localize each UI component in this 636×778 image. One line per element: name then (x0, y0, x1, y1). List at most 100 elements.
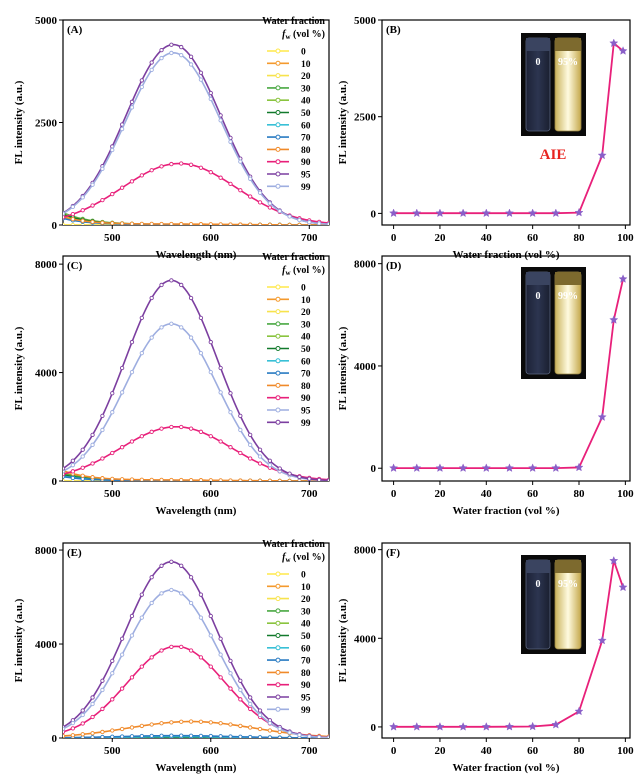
data-point-star (574, 462, 584, 472)
data-point (149, 295, 154, 301)
data-point (110, 450, 115, 456)
data-point (129, 613, 135, 619)
panel-label: (F) (386, 547, 400, 559)
data-point (208, 369, 213, 375)
legend-swatch-marker (275, 370, 281, 376)
data-point (100, 427, 105, 433)
legend-label: 30 (301, 84, 311, 94)
legend-item: 80 (267, 669, 311, 679)
data-point (267, 478, 273, 481)
data-point (110, 221, 115, 225)
data-point (188, 62, 194, 67)
data-point (257, 708, 263, 713)
data-point (257, 447, 263, 452)
data-point (228, 445, 233, 450)
data-point (218, 636, 223, 641)
data-point-star (551, 463, 561, 472)
x-tick-label: 500 (104, 745, 121, 757)
legend-label: 30 (301, 320, 311, 330)
data-point (90, 432, 95, 437)
y-axis-title: FL intensity (a.u.) (13, 326, 25, 410)
legend-label: 10 (301, 60, 311, 70)
legend-swatch-marker (275, 48, 281, 54)
data-point (149, 477, 154, 481)
x-axis-title: Water fraction (vol %) (452, 762, 559, 774)
data-point (208, 613, 213, 619)
x-tick-label: 500 (104, 488, 121, 500)
data-point (110, 410, 115, 415)
data-point (228, 686, 233, 691)
legend-subtitle: fw (vol %) (282, 29, 325, 41)
vial-label-right: 95% (558, 57, 578, 68)
data-point (188, 162, 194, 167)
data-point (326, 222, 329, 225)
legend-label: 20 (301, 595, 311, 605)
legend-item: 50 (267, 632, 311, 642)
legend-item: 99 (267, 706, 311, 716)
data-point (139, 592, 144, 597)
legend-subtitle-sub: w (285, 33, 291, 41)
data-point (80, 447, 85, 452)
x-tick-label: 80 (574, 488, 586, 500)
data-point (267, 222, 273, 225)
data-point (179, 161, 184, 166)
data-point (248, 194, 253, 199)
legend-subtitle-unit: (vol %) (291, 29, 325, 40)
x-axis-title: Wavelength (nm) (156, 762, 237, 774)
data-point (159, 221, 164, 225)
legend-item: 99 (267, 419, 311, 429)
data-point (248, 456, 253, 461)
legend-item: 80 (267, 382, 311, 392)
legend-swatch-marker (275, 333, 281, 339)
data-point (63, 222, 66, 225)
data-point (63, 729, 66, 734)
y-tick-label: 4000 (354, 361, 377, 373)
data-point (119, 185, 125, 190)
glowing-vial-cap (555, 38, 581, 51)
data-point (267, 463, 273, 468)
data-point (169, 424, 174, 430)
x-tick-label: 20 (434, 488, 446, 500)
data-point (208, 733, 213, 738)
glowing-vial-cap (555, 560, 581, 573)
legend-item: 90 (267, 158, 311, 168)
data-point (198, 350, 204, 356)
data-point (228, 391, 233, 396)
x-tick-label: 100 (617, 232, 634, 244)
data-point (248, 725, 253, 730)
data-point (90, 731, 95, 736)
legend-item: 20 (267, 72, 311, 82)
data-point (277, 726, 282, 731)
data-point (248, 701, 253, 707)
data-point (238, 413, 243, 419)
dark-vial-cap (526, 272, 550, 285)
data-point (70, 720, 76, 726)
dark-vial-cap (526, 38, 550, 51)
data-point (90, 461, 95, 466)
legend-item: 40 (267, 333, 311, 343)
data-point (70, 469, 76, 474)
legend-label: 70 (301, 134, 311, 144)
data-point (129, 221, 135, 225)
data-point (110, 476, 115, 481)
legend-label: 60 (301, 644, 311, 654)
legend-item: 20 (267, 595, 311, 605)
data-point (63, 478, 66, 481)
data-point (228, 181, 233, 187)
data-point (198, 655, 204, 660)
legend-item: 10 (267, 60, 311, 70)
legend-swatch-marker (275, 633, 281, 638)
data-point (179, 221, 184, 225)
legend-title: Water fraction (262, 539, 325, 550)
x-tick-label: 20 (434, 745, 446, 757)
x-tick-label: 0 (391, 232, 397, 244)
data-point-star (481, 208, 491, 218)
y-tick-label: 0 (52, 476, 58, 488)
data-point (159, 325, 164, 330)
data-point (169, 587, 174, 593)
data-point-star (389, 463, 399, 472)
data-point (188, 648, 194, 653)
data-point (198, 429, 204, 434)
dark-vial (525, 271, 551, 375)
